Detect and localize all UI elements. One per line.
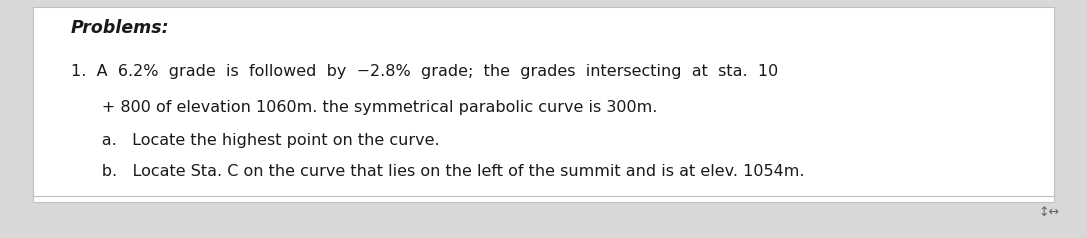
FancyBboxPatch shape xyxy=(33,7,1054,202)
Text: ↕↔: ↕↔ xyxy=(1039,206,1060,219)
Text: a.   Locate the highest point on the curve.: a. Locate the highest point on the curve… xyxy=(71,133,439,148)
Text: Problems:: Problems: xyxy=(71,19,170,37)
Text: + 800 of elevation 1060m. the symmetrical parabolic curve is 300m.: + 800 of elevation 1060m. the symmetrica… xyxy=(71,100,657,115)
Text: b.   Locate Sta. C on the curve that lies on the left of the summit and is at el: b. Locate Sta. C on the curve that lies … xyxy=(71,164,804,179)
Text: 1.  A  6.2%  grade  is  followed  by  −2.8%  grade;  the  grades  intersecting  : 1. A 6.2% grade is followed by −2.8% gra… xyxy=(71,64,778,79)
